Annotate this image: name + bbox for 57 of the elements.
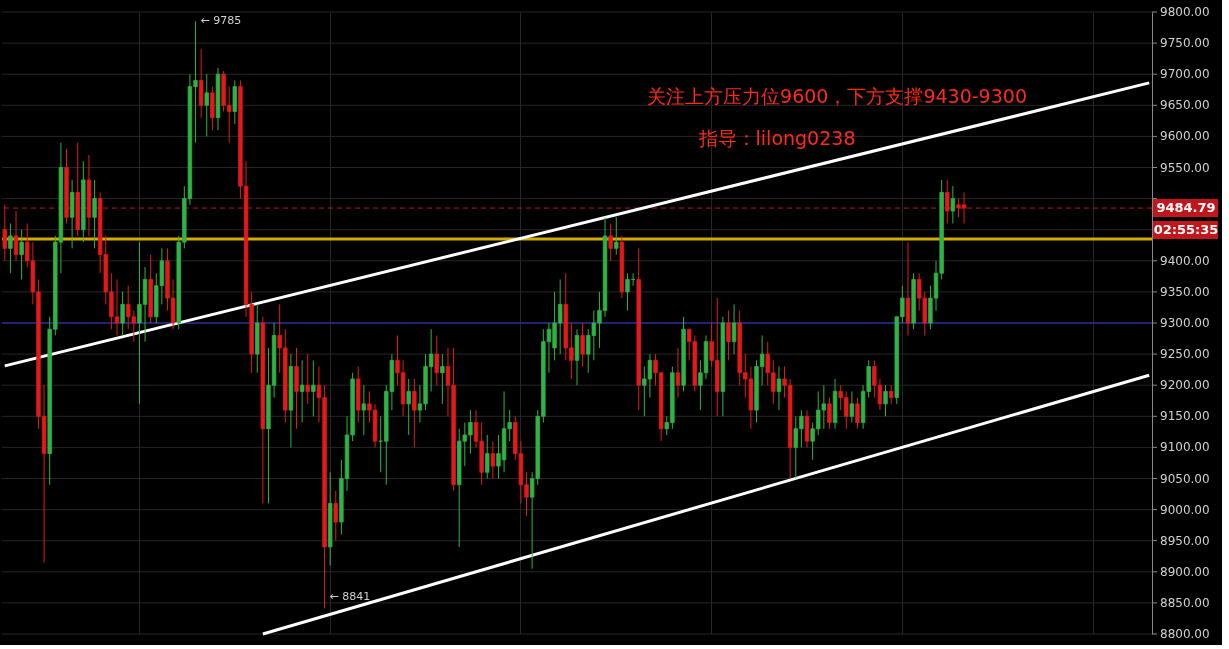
y-tick-label: 9000.00 (1160, 502, 1210, 517)
candlestick (855, 397, 860, 430)
candlestick (19, 229, 24, 280)
y-tick-label: 9750.00 (1160, 36, 1210, 51)
y-tick-label: 8950.00 (1160, 533, 1210, 548)
candlestick (888, 384, 894, 405)
candlestick (675, 347, 681, 399)
y-tick-label: 8900.00 (1160, 564, 1210, 579)
y-tick-label: 9050.00 (1160, 471, 1210, 486)
candlestick (950, 185, 956, 224)
candlestick (827, 397, 832, 430)
candlestick (580, 322, 585, 368)
y-tick-label: 9350.00 (1160, 284, 1210, 299)
candlestick (204, 73, 209, 137)
annotation: ← 8841 (329, 590, 371, 604)
candlestick (776, 366, 782, 411)
candlestick (8, 222, 13, 274)
y-tick-label: 9150.00 (1160, 409, 1210, 424)
candlestick (614, 216, 619, 256)
y-tick-label: 9300.00 (1160, 316, 1210, 330)
candlestick (945, 179, 950, 224)
y-tick-label: 9400.00 (1160, 253, 1210, 268)
y-tick-label: 9550.00 (1160, 160, 1210, 175)
y-tick-label: 9200.00 (1160, 378, 1210, 393)
candlestick (311, 359, 316, 417)
candlestick (485, 434, 490, 479)
candlestick (490, 440, 496, 479)
y-tick-label: 9250.00 (1160, 347, 1210, 362)
candlestick (2, 204, 7, 262)
candlestick (849, 390, 855, 424)
candlestick (120, 291, 125, 336)
candlestick (305, 353, 310, 405)
candlestick (731, 303, 737, 355)
candlestick (608, 222, 613, 262)
candlestick (361, 384, 367, 436)
candlestick (726, 310, 731, 361)
candlestick (412, 378, 417, 448)
y-tick-label: 9600.00 (1160, 129, 1210, 144)
candlestick (883, 384, 888, 417)
y-tick-label: 9100.00 (1160, 440, 1210, 455)
annotation: 指导：lilong0238 (697, 127, 856, 149)
y-tick-label: 9700.00 (1160, 67, 1210, 82)
annotation: ← 9785 (200, 14, 242, 28)
candlestick (440, 353, 445, 405)
candlestick (299, 359, 305, 424)
candlestick (406, 378, 411, 436)
annotation: 关注上方压力位9600，下方支撑9430-9300 (647, 85, 1027, 107)
y-tick-label: 8800.00 (1160, 627, 1210, 641)
text: 02:55:35 (1153, 222, 1219, 238)
candlestick (13, 210, 19, 262)
candlestick (333, 490, 338, 542)
y-tick-label: 9800.00 (1160, 5, 1210, 19)
candlestick (434, 334, 439, 386)
ref-line-label: 9484.79 (1156, 200, 1216, 216)
y-tick-label: 9650.00 (1160, 98, 1210, 113)
y-tick-label: 8850.00 (1160, 595, 1210, 610)
candlestick (92, 179, 97, 249)
